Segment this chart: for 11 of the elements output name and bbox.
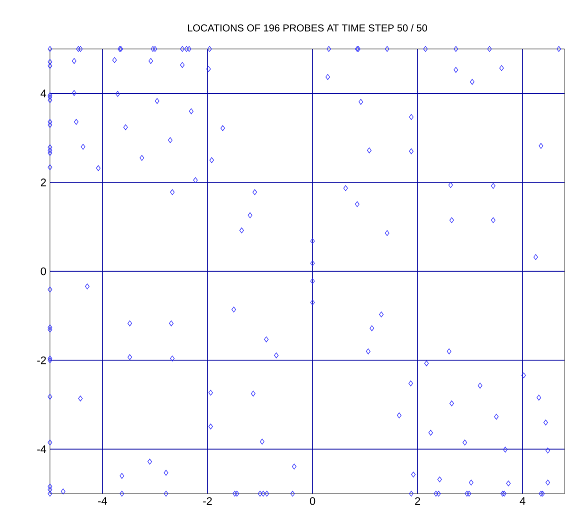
y-tick-label: -4 bbox=[37, 446, 46, 454]
x-tick-label: -2 bbox=[203, 497, 212, 505]
y-tick-label: 4 bbox=[40, 90, 46, 98]
x-tick-label: 2 bbox=[415, 497, 420, 505]
x-tick-label: 4 bbox=[520, 497, 526, 505]
x-tick-label: 0 bbox=[310, 497, 316, 506]
chart-title: LOCATIONS OF 196 PROBES AT TIME STEP 50 / 50 bbox=[188, 24, 428, 32]
x-tick-label: -4 bbox=[98, 497, 108, 505]
y-tick-label: -2 bbox=[37, 356, 46, 364]
y-tick-label: 0 bbox=[40, 268, 46, 276]
y-tick-label: 2 bbox=[40, 178, 46, 186]
